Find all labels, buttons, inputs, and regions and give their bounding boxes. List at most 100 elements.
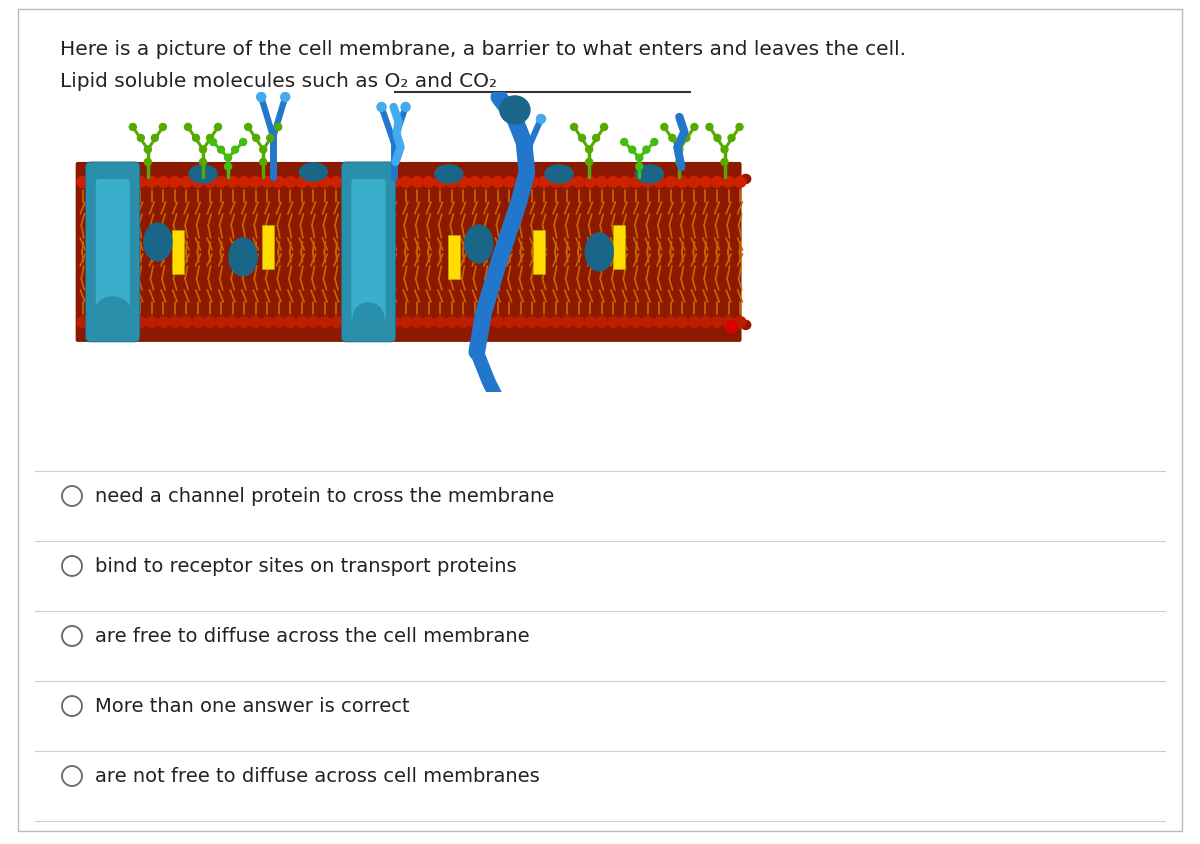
Bar [533,230,545,274]
Bar [448,235,460,279]
Ellipse shape [100,177,112,188]
Ellipse shape [721,160,728,166]
Ellipse shape [146,317,157,328]
Ellipse shape [464,321,474,330]
Ellipse shape [199,176,209,184]
Ellipse shape [330,177,342,188]
Ellipse shape [676,147,683,154]
Ellipse shape [217,147,224,154]
Ellipse shape [452,176,462,184]
Ellipse shape [144,147,151,154]
Ellipse shape [665,317,677,328]
Ellipse shape [722,177,734,188]
Ellipse shape [206,135,214,143]
Ellipse shape [504,177,515,188]
Ellipse shape [707,321,716,330]
Ellipse shape [515,317,527,328]
Ellipse shape [726,322,738,333]
Ellipse shape [568,321,577,330]
Ellipse shape [580,321,589,330]
Ellipse shape [319,317,331,328]
Ellipse shape [146,177,157,188]
Ellipse shape [330,317,342,328]
Ellipse shape [215,124,222,132]
Ellipse shape [457,177,469,188]
Ellipse shape [245,321,254,330]
Ellipse shape [372,321,382,330]
Ellipse shape [572,177,584,188]
Ellipse shape [229,239,257,277]
Ellipse shape [695,176,704,184]
Ellipse shape [400,177,412,188]
Ellipse shape [740,321,751,330]
Ellipse shape [660,321,670,330]
Ellipse shape [721,147,728,154]
Ellipse shape [234,321,244,330]
Ellipse shape [292,176,301,184]
Ellipse shape [442,321,451,330]
Ellipse shape [142,321,151,330]
Ellipse shape [299,164,328,181]
Ellipse shape [492,177,504,188]
Ellipse shape [430,176,439,184]
Ellipse shape [499,321,509,330]
Ellipse shape [475,321,486,330]
Ellipse shape [584,177,596,188]
Ellipse shape [192,317,204,328]
Ellipse shape [620,139,628,146]
Ellipse shape [176,176,186,184]
Ellipse shape [224,164,232,170]
Ellipse shape [337,176,347,184]
Ellipse shape [527,177,539,188]
Ellipse shape [157,177,169,188]
Ellipse shape [650,139,658,146]
Ellipse shape [457,317,469,328]
Ellipse shape [181,317,192,328]
Ellipse shape [137,135,144,143]
Ellipse shape [642,177,654,188]
Ellipse shape [215,317,227,328]
Ellipse shape [706,124,713,132]
Ellipse shape [730,176,739,184]
Ellipse shape [480,317,492,328]
Ellipse shape [280,176,289,184]
Ellipse shape [272,317,284,328]
Ellipse shape [284,317,296,328]
Ellipse shape [239,317,250,328]
Ellipse shape [84,176,94,184]
Ellipse shape [630,317,642,328]
Ellipse shape [636,164,643,170]
Bar [262,225,275,269]
Ellipse shape [354,177,365,188]
Ellipse shape [629,147,636,154]
Ellipse shape [635,165,664,184]
Ellipse shape [377,103,386,112]
Ellipse shape [480,177,492,188]
Ellipse shape [268,176,278,184]
Ellipse shape [418,321,427,330]
Ellipse shape [683,176,694,184]
Ellipse shape [296,317,307,328]
Ellipse shape [314,321,324,330]
Ellipse shape [568,176,577,184]
Ellipse shape [222,176,232,184]
Ellipse shape [77,317,89,328]
Ellipse shape [595,317,607,328]
Ellipse shape [504,317,515,328]
Ellipse shape [636,155,643,162]
Bar [613,225,625,269]
Ellipse shape [388,317,400,328]
Ellipse shape [100,317,112,328]
Ellipse shape [572,317,584,328]
Ellipse shape [677,177,689,188]
Ellipse shape [281,94,289,102]
Ellipse shape [736,124,743,132]
Ellipse shape [169,177,181,188]
Ellipse shape [134,177,146,188]
Ellipse shape [240,139,247,146]
Ellipse shape [557,321,566,330]
Ellipse shape [619,317,630,328]
Ellipse shape [446,177,457,188]
Ellipse shape [130,176,139,184]
Ellipse shape [319,177,331,188]
